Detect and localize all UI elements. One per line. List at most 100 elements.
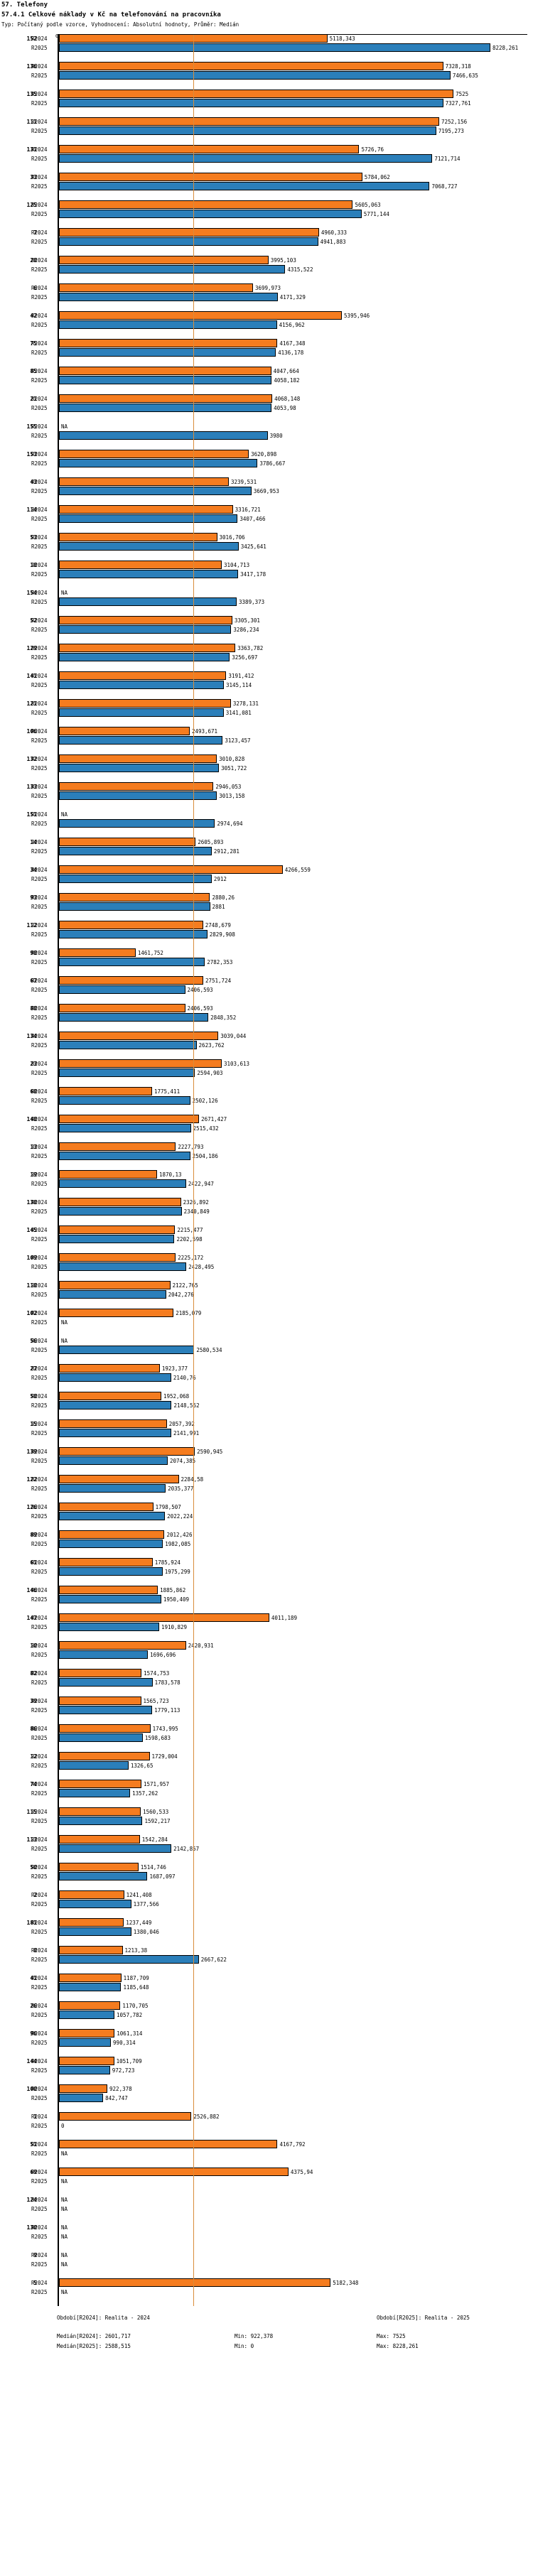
- bar-r2024[interactable]: [59, 671, 227, 680]
- bar-r2025[interactable]: [59, 1761, 129, 1770]
- bar-r2025[interactable]: [59, 459, 258, 467]
- bar-r2024[interactable]: [59, 1004, 185, 1012]
- bar-r2024[interactable]: [59, 782, 214, 791]
- bar-r2025[interactable]: [59, 1373, 171, 1382]
- bar-r2024[interactable]: [59, 1475, 179, 1483]
- bar-r2025[interactable]: [59, 570, 239, 578]
- bar-r2024[interactable]: [59, 1669, 142, 1677]
- bar-r2025[interactable]: [59, 1900, 131, 1908]
- bar-r2024[interactable]: [59, 1364, 160, 1373]
- bar-r2025[interactable]: [59, 902, 210, 911]
- bar-r2024[interactable]: [59, 477, 229, 486]
- bar-r2025[interactable]: [59, 1844, 172, 1853]
- bar-r2024[interactable]: [59, 256, 269, 264]
- bar-r2024[interactable]: [59, 1918, 124, 1927]
- bar-r2025[interactable]: [59, 2011, 115, 2019]
- bar-r2024[interactable]: [59, 117, 439, 126]
- bar-r2025[interactable]: [59, 376, 272, 384]
- bar-r2024[interactable]: [59, 1586, 158, 1594]
- bar-r2025[interactable]: [59, 1401, 172, 1409]
- bar-r2024[interactable]: [59, 173, 362, 181]
- bar-r2025[interactable]: [59, 404, 272, 412]
- bar-r2025[interactable]: [59, 985, 185, 994]
- bar-r2025[interactable]: [59, 320, 277, 329]
- bar-r2024[interactable]: [59, 727, 190, 735]
- bar-r2024[interactable]: [59, 505, 233, 514]
- bar-r2024[interactable]: [59, 1281, 171, 1289]
- bar-r2025[interactable]: [59, 1484, 166, 1493]
- bar-r2024[interactable]: [59, 1253, 176, 1262]
- bar-r2024[interactable]: [59, 1059, 222, 1068]
- bar-r2024[interactable]: [59, 450, 249, 458]
- bar-r2025[interactable]: [59, 791, 217, 800]
- bar-r2025[interactable]: [59, 210, 362, 218]
- bar-r2024[interactable]: [59, 1032, 219, 1040]
- bar-r2025[interactable]: [59, 237, 318, 246]
- bar-r2024[interactable]: [59, 533, 217, 541]
- bar-r2025[interactable]: [59, 431, 268, 440]
- bar-r2025[interactable]: [59, 1346, 195, 1354]
- bar-r2025[interactable]: [59, 126, 436, 135]
- bar-r2024[interactable]: [59, 754, 217, 763]
- bar-r2024[interactable]: [59, 1170, 157, 1179]
- bar-r2025[interactable]: [59, 1955, 199, 1964]
- bar-r2024[interactable]: [59, 865, 283, 874]
- bar-r2024[interactable]: [59, 976, 203, 985]
- bar-r2024[interactable]: [59, 1752, 150, 1760]
- bar-r2024[interactable]: [59, 893, 210, 902]
- bar-r2024[interactable]: [59, 2001, 121, 2010]
- bar-r2024[interactable]: [59, 1142, 176, 1151]
- bar-r2024[interactable]: [59, 228, 319, 237]
- bar-r2025[interactable]: [59, 1927, 131, 1936]
- bar-r2025[interactable]: [59, 1013, 209, 1022]
- bar-r2024[interactable]: [59, 921, 203, 929]
- bar-r2025[interactable]: [59, 265, 286, 274]
- bar-r2025[interactable]: [59, 1262, 187, 1271]
- bar-r2024[interactable]: [59, 2278, 331, 2287]
- bar-r2025[interactable]: [59, 819, 215, 828]
- bar-r2025[interactable]: [59, 487, 252, 495]
- bar-r2024[interactable]: [59, 1724, 151, 1733]
- bar-r2025[interactable]: [59, 708, 224, 717]
- bar-r2024[interactable]: [59, 339, 278, 347]
- bar-r2025[interactable]: [59, 2066, 110, 2074]
- bar-r2025[interactable]: [59, 542, 239, 551]
- bar-r2024[interactable]: [59, 1558, 153, 1566]
- bar-r2024[interactable]: [59, 1530, 165, 1539]
- bar-r2024[interactable]: [59, 1447, 195, 1456]
- bar-r2024[interactable]: [59, 1309, 174, 1317]
- bar-r2025[interactable]: [59, 1789, 131, 1797]
- bar-r2024[interactable]: [59, 1198, 181, 1206]
- bar-r2024[interactable]: [59, 1419, 167, 1428]
- bar-r2024[interactable]: [59, 644, 236, 652]
- bar-r2024[interactable]: [59, 1890, 124, 1899]
- bar-r2025[interactable]: [59, 99, 443, 107]
- bar-r2025[interactable]: [59, 653, 230, 661]
- bar-r2025[interactable]: [59, 1152, 190, 1160]
- bar-r2024[interactable]: [59, 2168, 289, 2176]
- bar-r2025[interactable]: [59, 1539, 163, 1548]
- bar-r2024[interactable]: [59, 283, 253, 292]
- bar-r2024[interactable]: [59, 2029, 115, 2037]
- bar-r2024[interactable]: [59, 1780, 141, 1788]
- bar-r2024[interactable]: [59, 1946, 123, 1954]
- bar-r2025[interactable]: [59, 1096, 190, 1105]
- bar-r2024[interactable]: [59, 948, 136, 957]
- bar-r2025[interactable]: [59, 764, 220, 772]
- bar-r2025[interactable]: [59, 681, 224, 689]
- bar-r2025[interactable]: [59, 1512, 166, 1520]
- bar-r2025[interactable]: [59, 2038, 112, 2047]
- bar-r2025[interactable]: [59, 43, 490, 52]
- bar-r2025[interactable]: [59, 1041, 197, 1049]
- bar-r2025[interactable]: [59, 2094, 104, 2102]
- bar-r2025[interactable]: [59, 1567, 163, 1576]
- bar-r2025[interactable]: [59, 1290, 166, 1299]
- bar-r2024[interactable]: [59, 1974, 122, 1982]
- bar-r2025[interactable]: [59, 1706, 153, 1714]
- bar-r2025[interactable]: [59, 1650, 149, 1659]
- bar-r2025[interactable]: [59, 736, 223, 745]
- bar-r2025[interactable]: [59, 71, 451, 80]
- bar-r2024[interactable]: [59, 1863, 139, 1871]
- bar-r2025[interactable]: [59, 958, 205, 966]
- bar-r2024[interactable]: [59, 616, 232, 624]
